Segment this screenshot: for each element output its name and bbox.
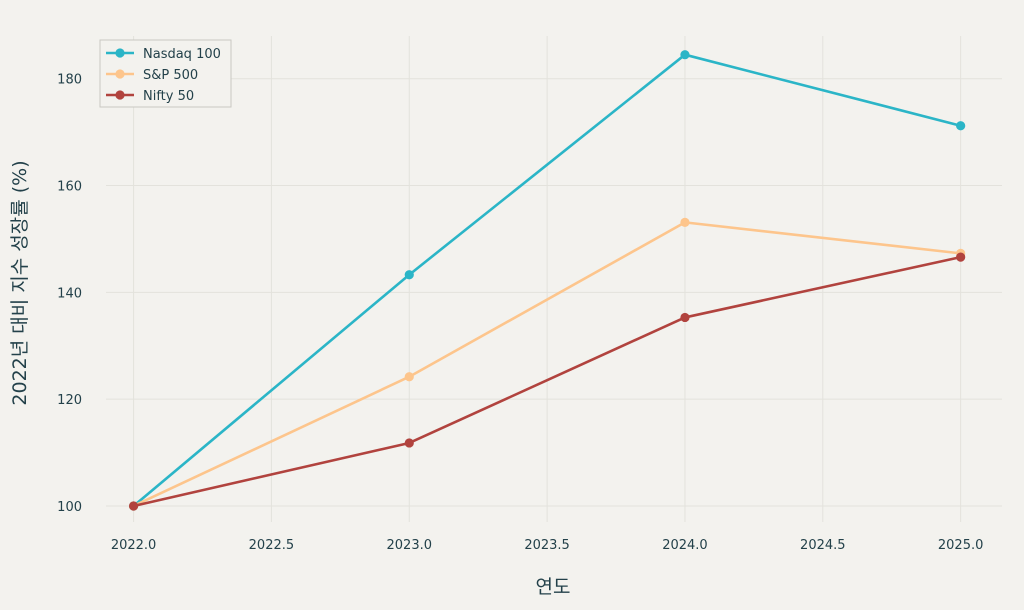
series-line (133, 221, 961, 508)
data-point (956, 252, 966, 262)
legend: Nasdaq 100 S&P 500 Nifty 50 (99, 39, 232, 108)
data-point (404, 438, 414, 448)
x-tick-label: 2025.0 (938, 538, 984, 553)
y-tick-label: 160 (57, 180, 82, 195)
data-point (680, 217, 690, 227)
x-tick-label: 2023.0 (387, 538, 433, 553)
data-point (404, 372, 414, 382)
series (128, 50, 966, 511)
y-tick-label: 180 (57, 73, 82, 88)
y-tick-label: 140 (57, 286, 82, 301)
tick-labels: 2022.0 2022.5 2023.0 2023.5 2024.0 2024.5 2025… (57, 73, 983, 553)
legend-swatch-marker (115, 48, 125, 58)
series-line (133, 255, 961, 508)
y-tick-label: 100 (57, 500, 82, 515)
legend-item: Nifty 50 (106, 89, 194, 104)
legend-item: Nasdaq 100 (106, 47, 221, 62)
x-tick-label: 2022.5 (249, 538, 295, 553)
legend-label: Nifty 50 (143, 89, 194, 104)
data-point (680, 50, 690, 60)
series-line (132, 53, 961, 507)
x-tick-label: 2024.5 (800, 538, 846, 553)
legend-item: S&P 500 (106, 68, 198, 83)
legend-swatch-marker (115, 90, 125, 100)
legend-label: Nasdaq 100 (143, 47, 221, 62)
data-point (404, 270, 414, 280)
y-axis-title: 2022년 대비 지수 성장률 (%) (9, 160, 31, 405)
x-axis-title: 연도 (536, 576, 571, 598)
grid (106, 36, 1002, 522)
x-tick-label: 2023.5 (524, 538, 570, 553)
legend-label: S&P 500 (143, 68, 198, 83)
x-tick-label: 2022.0 (111, 538, 157, 553)
data-point (956, 121, 966, 131)
series-nifty-50 (128, 252, 966, 511)
y-tick-label: 120 (57, 393, 82, 408)
data-point (128, 501, 139, 511)
x-tick-label: 2024.0 (662, 538, 708, 553)
data-point (680, 312, 690, 323)
legend-swatch-marker (115, 69, 125, 79)
